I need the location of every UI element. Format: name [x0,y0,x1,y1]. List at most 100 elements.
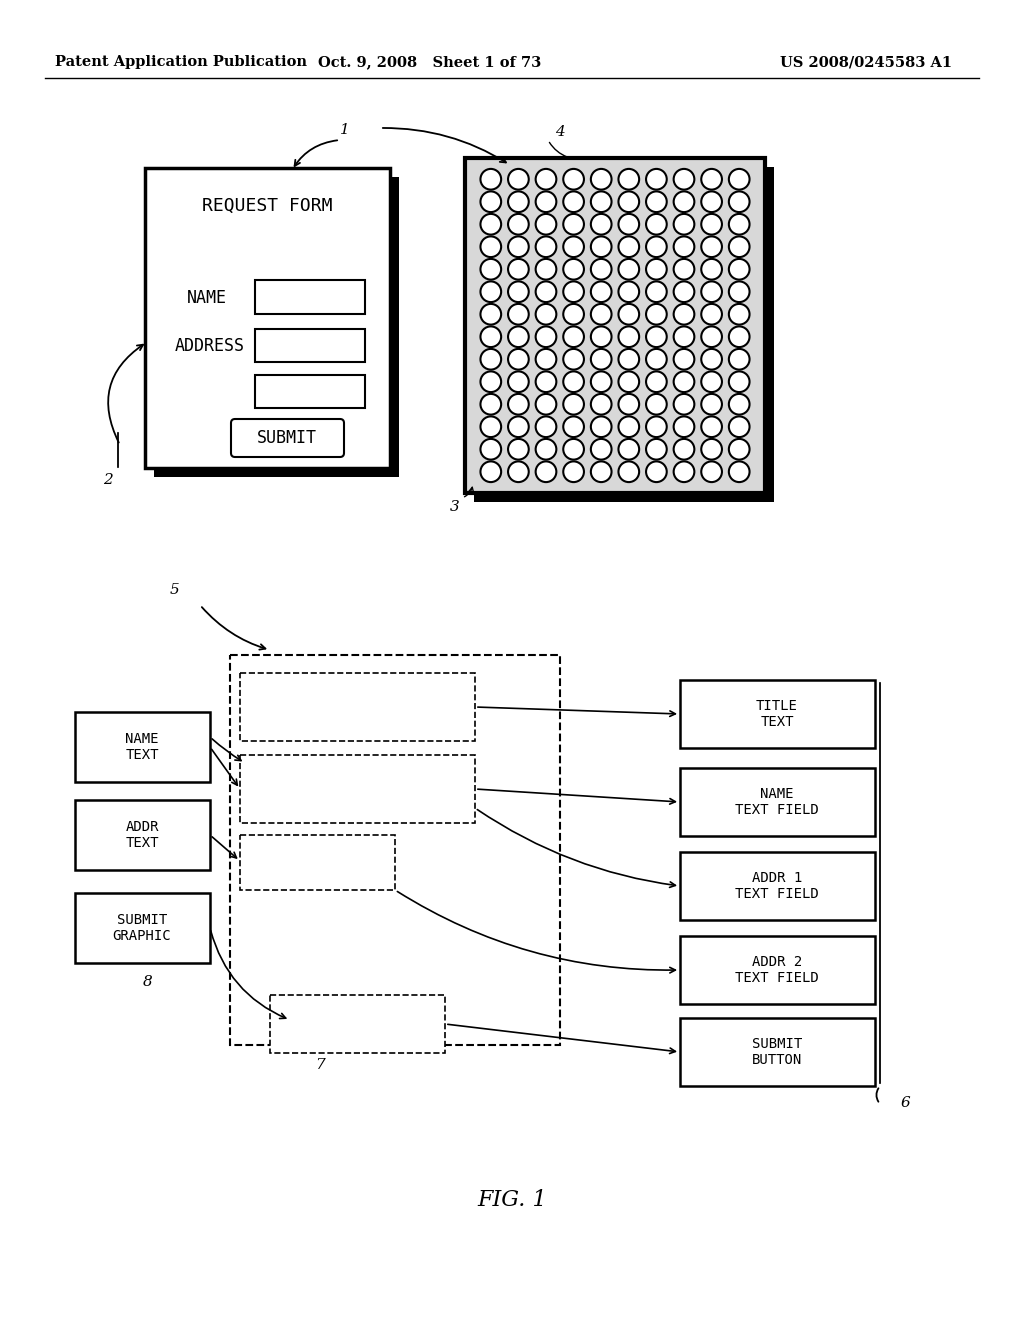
Circle shape [536,191,556,213]
Circle shape [618,259,639,280]
Text: 5: 5 [170,583,180,597]
Text: 1: 1 [340,123,350,137]
Text: 8: 8 [143,975,153,989]
Circle shape [591,416,611,437]
Text: SUBMIT
GRAPHIC: SUBMIT GRAPHIC [113,913,171,942]
Circle shape [729,416,750,437]
Bar [680,851,874,920]
Circle shape [563,236,584,257]
Text: ADDR 1
TEXT FIELD: ADDR 1 TEXT FIELD [735,871,819,902]
Circle shape [674,214,694,235]
Circle shape [508,281,528,302]
Circle shape [701,371,722,392]
Text: US 2008/0245583 A1: US 2008/0245583 A1 [780,55,952,69]
Circle shape [563,191,584,213]
Circle shape [618,393,639,414]
Bar [680,1018,874,1086]
Circle shape [563,462,584,482]
Circle shape [618,236,639,257]
Circle shape [536,281,556,302]
Text: ADDR 2
TEXT FIELD: ADDR 2 TEXT FIELD [735,954,819,985]
Circle shape [729,462,750,482]
Circle shape [701,281,722,302]
Circle shape [563,169,584,190]
Text: 6: 6 [900,1096,910,1110]
Circle shape [508,259,528,280]
Text: Oct. 9, 2008   Sheet 1 of 73: Oct. 9, 2008 Sheet 1 of 73 [318,55,542,69]
Circle shape [729,236,750,257]
FancyBboxPatch shape [231,418,344,457]
Circle shape [563,438,584,459]
Circle shape [508,304,528,325]
Text: NAME
TEXT FIELD: NAME TEXT FIELD [735,787,819,817]
Circle shape [508,438,528,459]
Circle shape [618,281,639,302]
Circle shape [674,304,694,325]
Bar [240,755,475,822]
Bar [474,168,774,502]
Circle shape [480,462,501,482]
Circle shape [591,462,611,482]
Circle shape [480,281,501,302]
Bar [680,680,874,748]
Circle shape [591,371,611,392]
Circle shape [508,462,528,482]
Circle shape [508,169,528,190]
Circle shape [674,348,694,370]
Circle shape [618,371,639,392]
Bar [75,800,210,870]
Circle shape [674,236,694,257]
Circle shape [618,169,639,190]
Circle shape [618,304,639,325]
Circle shape [729,304,750,325]
Bar [240,673,475,741]
Circle shape [646,326,667,347]
Circle shape [508,371,528,392]
Circle shape [618,348,639,370]
Circle shape [618,191,639,213]
Circle shape [480,326,501,347]
Circle shape [508,214,528,235]
Circle shape [618,462,639,482]
Circle shape [563,281,584,302]
Circle shape [701,462,722,482]
Circle shape [674,416,694,437]
Circle shape [480,214,501,235]
Circle shape [729,214,750,235]
Bar [255,329,365,362]
Circle shape [646,348,667,370]
Bar [75,711,210,781]
Circle shape [480,191,501,213]
Circle shape [729,169,750,190]
Circle shape [701,191,722,213]
Text: ADDR
TEXT: ADDR TEXT [125,820,159,850]
Circle shape [701,259,722,280]
Circle shape [674,259,694,280]
Circle shape [729,259,750,280]
Bar [240,836,395,890]
Circle shape [618,214,639,235]
Circle shape [674,393,694,414]
Circle shape [508,416,528,437]
Bar [680,936,874,1005]
Circle shape [646,371,667,392]
Circle shape [508,326,528,347]
Circle shape [618,416,639,437]
Text: 2: 2 [103,473,113,487]
Circle shape [536,438,556,459]
Bar [270,995,445,1053]
Text: 7: 7 [315,1059,325,1072]
Circle shape [591,191,611,213]
Circle shape [536,326,556,347]
Circle shape [480,348,501,370]
Circle shape [646,236,667,257]
Circle shape [480,416,501,437]
Circle shape [563,416,584,437]
Circle shape [508,348,528,370]
Circle shape [674,191,694,213]
Circle shape [508,236,528,257]
Circle shape [646,304,667,325]
Circle shape [508,393,528,414]
Circle shape [701,416,722,437]
Text: ADDRESS: ADDRESS [175,337,245,355]
